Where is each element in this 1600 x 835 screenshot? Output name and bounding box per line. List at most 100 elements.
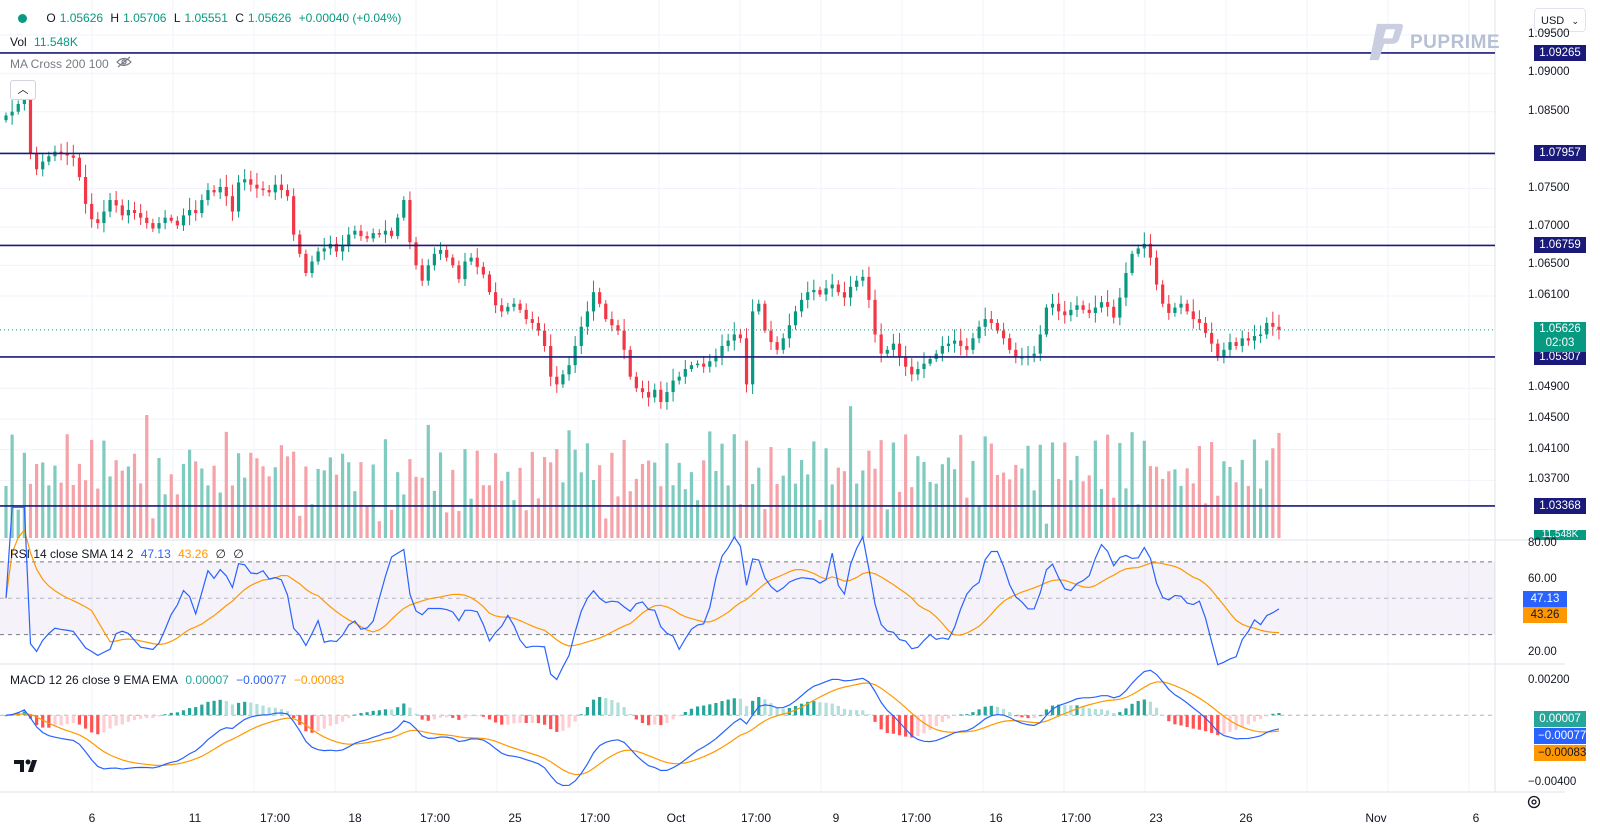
volume-bar (800, 459, 804, 538)
candle-body (757, 303, 761, 312)
time-tick-label: Nov (1365, 811, 1387, 825)
candle-body (1069, 309, 1073, 316)
macd-legend[interactable]: MACD 12 26 close 9 EMA EMA 0.00007 −0.00… (10, 672, 348, 688)
macd-histogram-bar (549, 715, 553, 730)
volume-bar (1277, 432, 1281, 538)
macd-histogram-bar (622, 707, 626, 716)
candle-body (163, 217, 167, 224)
macd-histogram-bar (59, 715, 63, 726)
volume-bar (879, 440, 883, 538)
volume-bar (163, 494, 167, 538)
candle-body (1271, 322, 1275, 327)
candle-body (530, 319, 534, 323)
macd-histogram-bar (1136, 700, 1140, 716)
macd-histogram-bar (665, 715, 669, 724)
volume-bar (934, 483, 938, 538)
volume-bar (591, 479, 596, 538)
macd-histogram-bar (432, 715, 436, 720)
macd-histogram-bar (255, 704, 259, 716)
candle-body (610, 319, 614, 326)
volume-bar (561, 482, 565, 538)
macd-histogram-bar (1142, 699, 1146, 716)
volume-bar (236, 453, 241, 538)
macd-histogram-bar (261, 705, 265, 716)
candle-body (408, 200, 412, 243)
ma-legend[interactable]: MA Cross 200 100 (10, 56, 136, 72)
tradingview-logo-icon[interactable] (14, 758, 44, 779)
level-price-tag: 1.05307 (1534, 348, 1586, 365)
volume-bar (640, 464, 645, 538)
candle-body (542, 330, 547, 346)
volume-bar (524, 510, 528, 538)
macd-histogram-bar (1044, 709, 1048, 716)
candle-body (1191, 311, 1195, 320)
volume-bar (4, 486, 8, 538)
volume-legend[interactable]: Vol 11.548K (10, 34, 82, 50)
candle-body (1203, 322, 1208, 333)
volume-bar (1191, 483, 1195, 538)
volume-bar (224, 431, 228, 538)
macd-histogram-bar (151, 715, 155, 718)
macd-histogram-bar (1179, 715, 1183, 726)
time-tick-label: 11 (188, 811, 202, 825)
macd-histogram-bar (1075, 705, 1079, 716)
volume-bar (139, 483, 143, 538)
rsi-legend[interactable]: RSI 14 close SMA 14 2 47.13 43.26 ∅ ∅ (10, 546, 248, 562)
macd-histogram-bar (1167, 715, 1171, 722)
macd-histogram-bar (114, 715, 118, 726)
candle-body (341, 246, 345, 252)
macd-histogram-bar (1124, 708, 1128, 716)
macd-histogram-bar (628, 713, 632, 716)
volume-bar (243, 477, 247, 538)
candle-body (842, 292, 847, 298)
candle-body (16, 104, 20, 112)
volume-bar (1148, 466, 1153, 538)
rsi-value: 47.13 (140, 547, 171, 561)
volume-bar (702, 460, 706, 538)
rsi-line (5, 506, 1280, 681)
eye-hidden-icon[interactable] (116, 56, 132, 71)
rsi-value-tag: 47.13 (1523, 591, 1567, 608)
candle-body (751, 311, 755, 385)
candle-body (114, 200, 118, 206)
candle-body (1185, 303, 1189, 312)
candle-body (102, 211, 106, 224)
volume-bar (714, 471, 718, 538)
candle-body (298, 234, 302, 254)
candle-body (236, 182, 241, 212)
macd-histogram-bar (328, 715, 332, 726)
macd-histogram-bar (1234, 715, 1238, 730)
macd-histogram-bar (1032, 715, 1036, 719)
candle-body (616, 325, 620, 331)
volume-bar (22, 452, 26, 538)
volume-bar (188, 449, 192, 538)
candle-body (90, 203, 94, 220)
volume-bar (659, 486, 663, 538)
macd-histogram-bar (1240, 715, 1244, 727)
volume-bar (861, 470, 865, 538)
candle-body (873, 299, 877, 335)
candle-body (793, 311, 798, 326)
macd-histogram-bar (1050, 705, 1055, 716)
macd-histogram-bar (738, 698, 742, 716)
macd-histogram-bar (763, 699, 767, 716)
macd-histogram-bar (1112, 713, 1116, 716)
volume-bar (371, 464, 375, 538)
candle-body (738, 334, 742, 339)
volume-bar (1259, 488, 1263, 538)
macd-histogram-bar (408, 707, 412, 716)
candle-body (689, 365, 694, 370)
candle-body (1057, 303, 1061, 312)
volume-bar (940, 464, 944, 538)
volume-bar (1142, 440, 1146, 538)
settings-gear-icon[interactable] (1526, 794, 1542, 810)
candle-body (744, 338, 749, 385)
candle-body (695, 363, 700, 366)
volume-bar (230, 485, 235, 538)
currency-selector[interactable]: USD ⌄ (1534, 8, 1586, 32)
time-tick-label: 18 (348, 811, 362, 825)
macd-histogram-bar (689, 708, 694, 716)
collapse-legend-button[interactable]: ︿ (10, 80, 36, 100)
